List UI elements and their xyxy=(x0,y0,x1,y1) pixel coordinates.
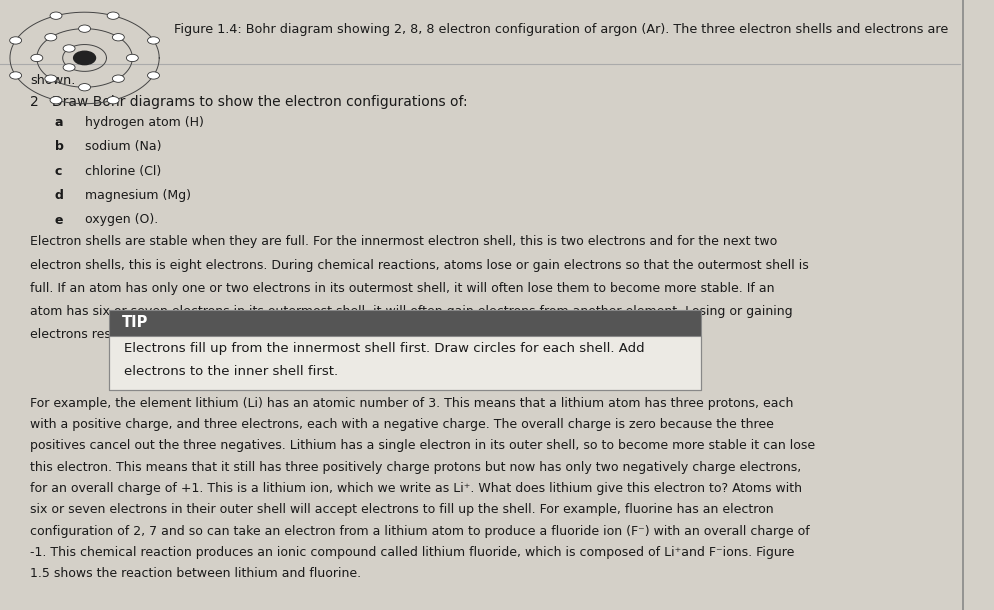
Text: c: c xyxy=(55,165,62,178)
Circle shape xyxy=(112,34,124,41)
Text: atom has six or seven electrons in its outermost shell, it will often gain elect: atom has six or seven electrons in its o… xyxy=(30,305,791,318)
Text: electron shells, this is eight electrons. During chemical reactions, atoms lose : electron shells, this is eight electrons… xyxy=(30,259,808,271)
Text: full. If an atom has only one or two electrons in its outermost shell, it will o: full. If an atom has only one or two ele… xyxy=(30,282,773,295)
Text: magnesium (Mg): magnesium (Mg) xyxy=(84,189,191,202)
Circle shape xyxy=(79,25,90,32)
Circle shape xyxy=(10,72,22,79)
Circle shape xyxy=(63,64,75,71)
Text: for an overall charge of +1. This is a lithium ion, which we write as Li⁺. What : for an overall charge of +1. This is a l… xyxy=(30,482,801,495)
Circle shape xyxy=(147,37,159,44)
Circle shape xyxy=(10,37,22,44)
Circle shape xyxy=(45,75,57,82)
Text: chlorine (Cl): chlorine (Cl) xyxy=(84,165,161,178)
Text: b: b xyxy=(55,140,64,153)
Text: a: a xyxy=(55,116,64,129)
Text: Figure 1.4: Bohr diagram showing 2, 8, 8 electron configuration of argon (Ar). T: Figure 1.4: Bohr diagram showing 2, 8, 8… xyxy=(174,23,947,36)
Circle shape xyxy=(107,96,119,104)
Text: this electron. This means that it still has three positively charge protons but : this electron. This means that it still … xyxy=(30,461,800,473)
Text: electrons to the inner shell first.: electrons to the inner shell first. xyxy=(124,365,338,378)
Circle shape xyxy=(79,84,90,91)
Circle shape xyxy=(50,96,62,104)
Circle shape xyxy=(45,34,57,41)
Text: -1. This chemical reaction produces an ionic compound called lithium fluoride, w: -1. This chemical reaction produces an i… xyxy=(30,546,793,559)
Text: 1.5 shows the reaction between lithium and fluorine.: 1.5 shows the reaction between lithium a… xyxy=(30,567,361,580)
Circle shape xyxy=(107,12,119,20)
Text: positives cancel out the three negatives. Lithium has a single electron in its o: positives cancel out the three negatives… xyxy=(30,439,814,452)
Text: shown.: shown. xyxy=(30,74,76,87)
Text: with a positive charge, and three electrons, each with a negative charge. The ov: with a positive charge, and three electr… xyxy=(30,418,773,431)
Text: e: e xyxy=(55,214,64,226)
Bar xyxy=(109,336,701,390)
Circle shape xyxy=(50,12,62,20)
Text: electrons results in the production of a charged particle known as an ion.: electrons results in the production of a… xyxy=(30,328,488,341)
Circle shape xyxy=(126,54,138,62)
Text: Electron shells are stable when they are full. For the innermost electron shell,: Electron shells are stable when they are… xyxy=(30,235,776,248)
Text: d: d xyxy=(55,189,64,202)
Text: 2   Draw Bohr diagrams to show the electron configurations of:: 2 Draw Bohr diagrams to show the electro… xyxy=(30,95,467,109)
Text: For example, the element lithium (Li) has an atomic number of 3. This means that: For example, the element lithium (Li) ha… xyxy=(30,396,792,409)
Text: hydrogen atom (H): hydrogen atom (H) xyxy=(84,116,203,129)
Circle shape xyxy=(147,72,159,79)
Text: sodium (Na): sodium (Na) xyxy=(84,140,161,153)
Bar xyxy=(109,310,701,336)
Text: Electrons fill up from the innermost shell first. Draw circles for each shell. A: Electrons fill up from the innermost she… xyxy=(124,342,644,354)
Text: configuration of 2, 7 and so can take an electron from a lithium atom to produce: configuration of 2, 7 and so can take an… xyxy=(30,525,809,537)
Text: oxygen (O).: oxygen (O). xyxy=(84,214,158,226)
Bar xyxy=(109,310,701,390)
Circle shape xyxy=(112,75,124,82)
Text: six or seven electrons in their outer shell will accept electrons to fill up the: six or seven electrons in their outer sh… xyxy=(30,503,772,516)
Text: TIP: TIP xyxy=(121,315,148,330)
Circle shape xyxy=(63,45,75,52)
Circle shape xyxy=(74,51,95,65)
Circle shape xyxy=(31,54,43,62)
